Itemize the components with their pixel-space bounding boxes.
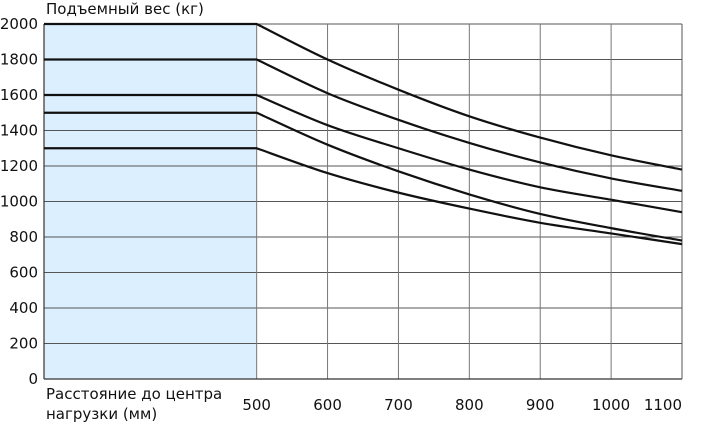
- x-tick-label-900: 900: [526, 396, 555, 414]
- x-tick-label-1000: 1000: [592, 396, 630, 414]
- x-tick-label-800: 800: [455, 396, 484, 414]
- y-tick-label-400: 400: [9, 299, 38, 317]
- capacity-curve-5: [44, 147, 683, 246]
- x-tick-label-1100: 1100: [644, 396, 682, 414]
- y-tick-label-600: 600: [9, 264, 38, 282]
- y-tick-label-800: 800: [9, 228, 38, 246]
- capacity-curve-2: [44, 58, 683, 192]
- y-tick-label-200: 200: [9, 335, 38, 353]
- x-axis-title-line-1: Расстояние до центра: [46, 385, 223, 403]
- x-tick-label-700: 700: [384, 396, 413, 414]
- y-tick-label-1200: 1200: [0, 157, 38, 175]
- x-axis-title-line-2: нагрузки (мм): [46, 405, 158, 423]
- x-tick-label-500: 500: [242, 396, 271, 414]
- x-tick-label-600: 600: [313, 396, 342, 414]
- capacity-curve-4: [44, 111, 683, 242]
- x-axis-title: Расстояние до центра нагрузки (мм): [46, 384, 222, 424]
- capacity-curve-3: [44, 93, 683, 214]
- capacity-curve-1: [44, 22, 683, 171]
- y-tick-label-1800: 1800: [0, 51, 38, 69]
- y-tick-label-1000: 1000: [0, 193, 38, 211]
- y-tick-label-1600: 1600: [0, 86, 38, 104]
- y-axis-title: Подъемный вес (кг): [46, 0, 204, 18]
- y-tick-label-0: 0: [28, 370, 38, 388]
- y-tick-label-1400: 1400: [0, 122, 38, 140]
- y-tick-label-2000: 2000: [0, 15, 38, 33]
